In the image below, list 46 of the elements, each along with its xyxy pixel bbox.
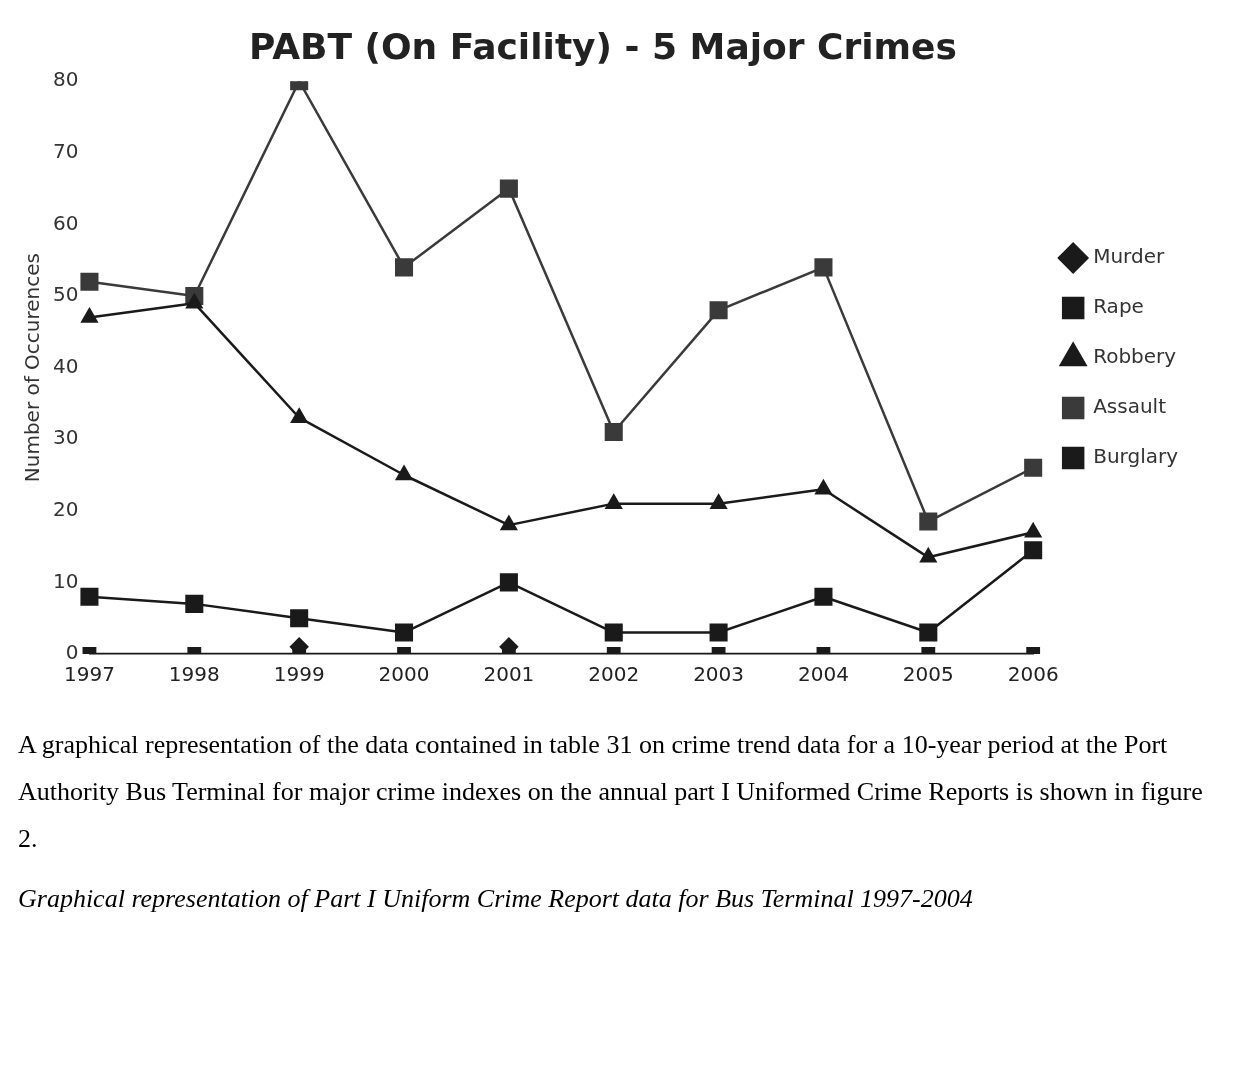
legend-label: Burglary (1093, 444, 1179, 469)
point (81, 308, 98, 323)
point (920, 548, 937, 563)
point (500, 515, 518, 531)
point (395, 465, 413, 481)
text: A graphical representation of the data contained in table 31 on crime trend data for a 10-year period at the Port Authority Bus Terminal for major crime indexes on the annual part I Uniformed Crime Reports is shown in figure 2. (18, 729, 1204, 855)
legend-label: Assault (1093, 394, 1167, 419)
x-tick-label: 2000 (378, 662, 430, 687)
y-tick-label: 30 (53, 425, 79, 450)
x-tick-label: 2001 (483, 662, 535, 687)
point (394, 258, 414, 277)
legend-label: Murder (1093, 244, 1165, 269)
point (604, 423, 623, 442)
x-tick-label: 2004 (798, 662, 849, 687)
point (815, 480, 832, 495)
x-tick-label: 2006 (1007, 662, 1059, 687)
y-tick-label: 10 (53, 568, 79, 593)
x-tick-label: 1997 (64, 662, 115, 687)
point (80, 272, 99, 291)
y-tick-label: 60 (53, 210, 79, 235)
y-axis-title: Number of Occurences (20, 252, 45, 483)
point (814, 258, 833, 277)
point (1024, 458, 1043, 477)
x-tick-label: 2005 (902, 662, 954, 687)
legend-label: Rape (1093, 294, 1144, 319)
x-tick-label: 1999 (273, 662, 325, 687)
chart-title: PABT (On Facility) - 5 Major Crimes (249, 25, 957, 67)
point (709, 301, 728, 320)
y-tick-label: 0 (65, 640, 79, 665)
x-tick-label: 2003 (693, 662, 745, 687)
point (186, 293, 203, 309)
point (290, 408, 308, 423)
y-tick-label: 20 (53, 497, 79, 521)
text: Graphical representation of Part I Uniform Crime Report data for Bus Terminal 1997-2004 (18, 883, 974, 916)
y-tick-label: 50 (53, 282, 79, 307)
point (710, 494, 727, 509)
y-tick-label: 40 (53, 353, 79, 378)
point (919, 512, 938, 531)
point (605, 494, 622, 509)
legend-label: Robbery (1093, 344, 1177, 369)
y-tick-label: 80 (53, 67, 79, 92)
point (1024, 523, 1042, 538)
x-tick-label: 1998 (168, 662, 220, 687)
y-tick-label: 70 (53, 139, 79, 163)
point (499, 179, 518, 198)
x-tick-label: 2002 (588, 662, 640, 687)
